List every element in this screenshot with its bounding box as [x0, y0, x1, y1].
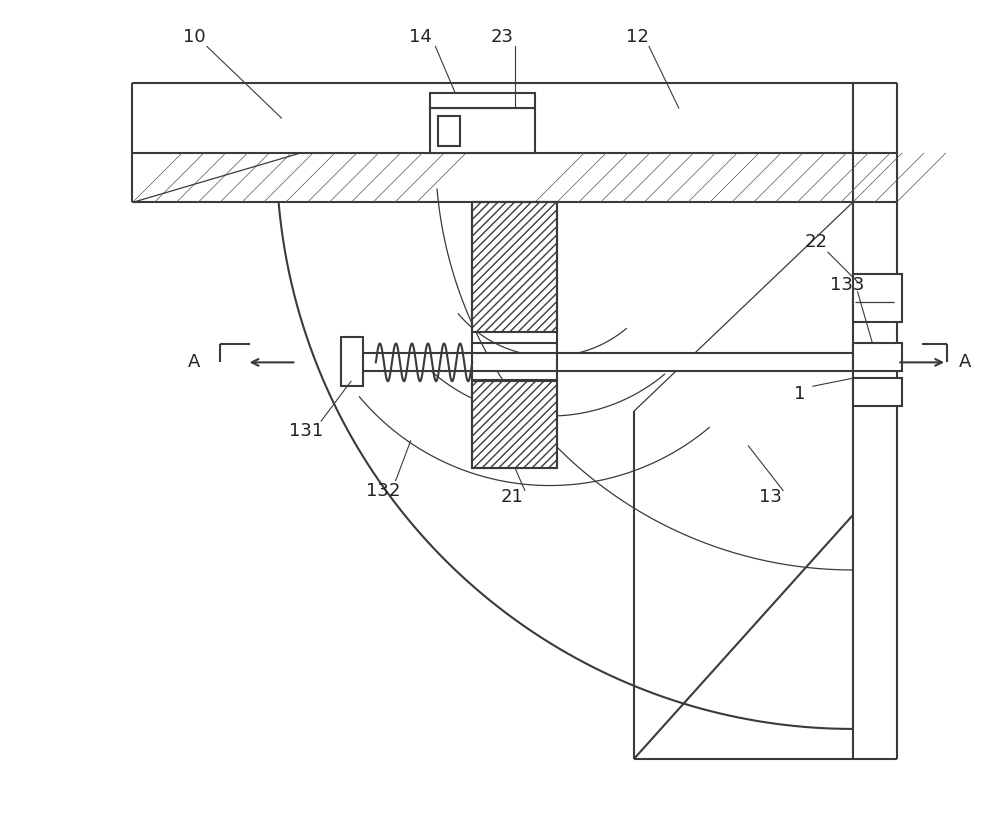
Text: 131: 131 [289, 422, 323, 440]
Text: 132: 132 [366, 482, 400, 500]
Bar [438, 116, 460, 145]
Bar [472, 380, 557, 467]
Text: A: A [188, 354, 200, 371]
Text: 12: 12 [626, 28, 649, 45]
Text: 10: 10 [183, 28, 205, 45]
Text: A: A [959, 354, 971, 371]
Bar [430, 93, 535, 108]
Text: 23: 23 [490, 28, 513, 45]
Text: 1: 1 [794, 385, 806, 403]
Text: 14: 14 [409, 28, 432, 45]
Bar [853, 274, 902, 322]
Bar [346, 354, 853, 371]
Text: 22: 22 [804, 233, 827, 251]
Bar [853, 344, 902, 371]
Text: 21: 21 [500, 488, 523, 507]
Bar [853, 378, 902, 406]
Text: 13: 13 [759, 488, 782, 507]
Text: 133: 133 [830, 276, 865, 294]
Bar [341, 337, 363, 386]
Bar [430, 108, 535, 153]
Bar [472, 202, 557, 332]
